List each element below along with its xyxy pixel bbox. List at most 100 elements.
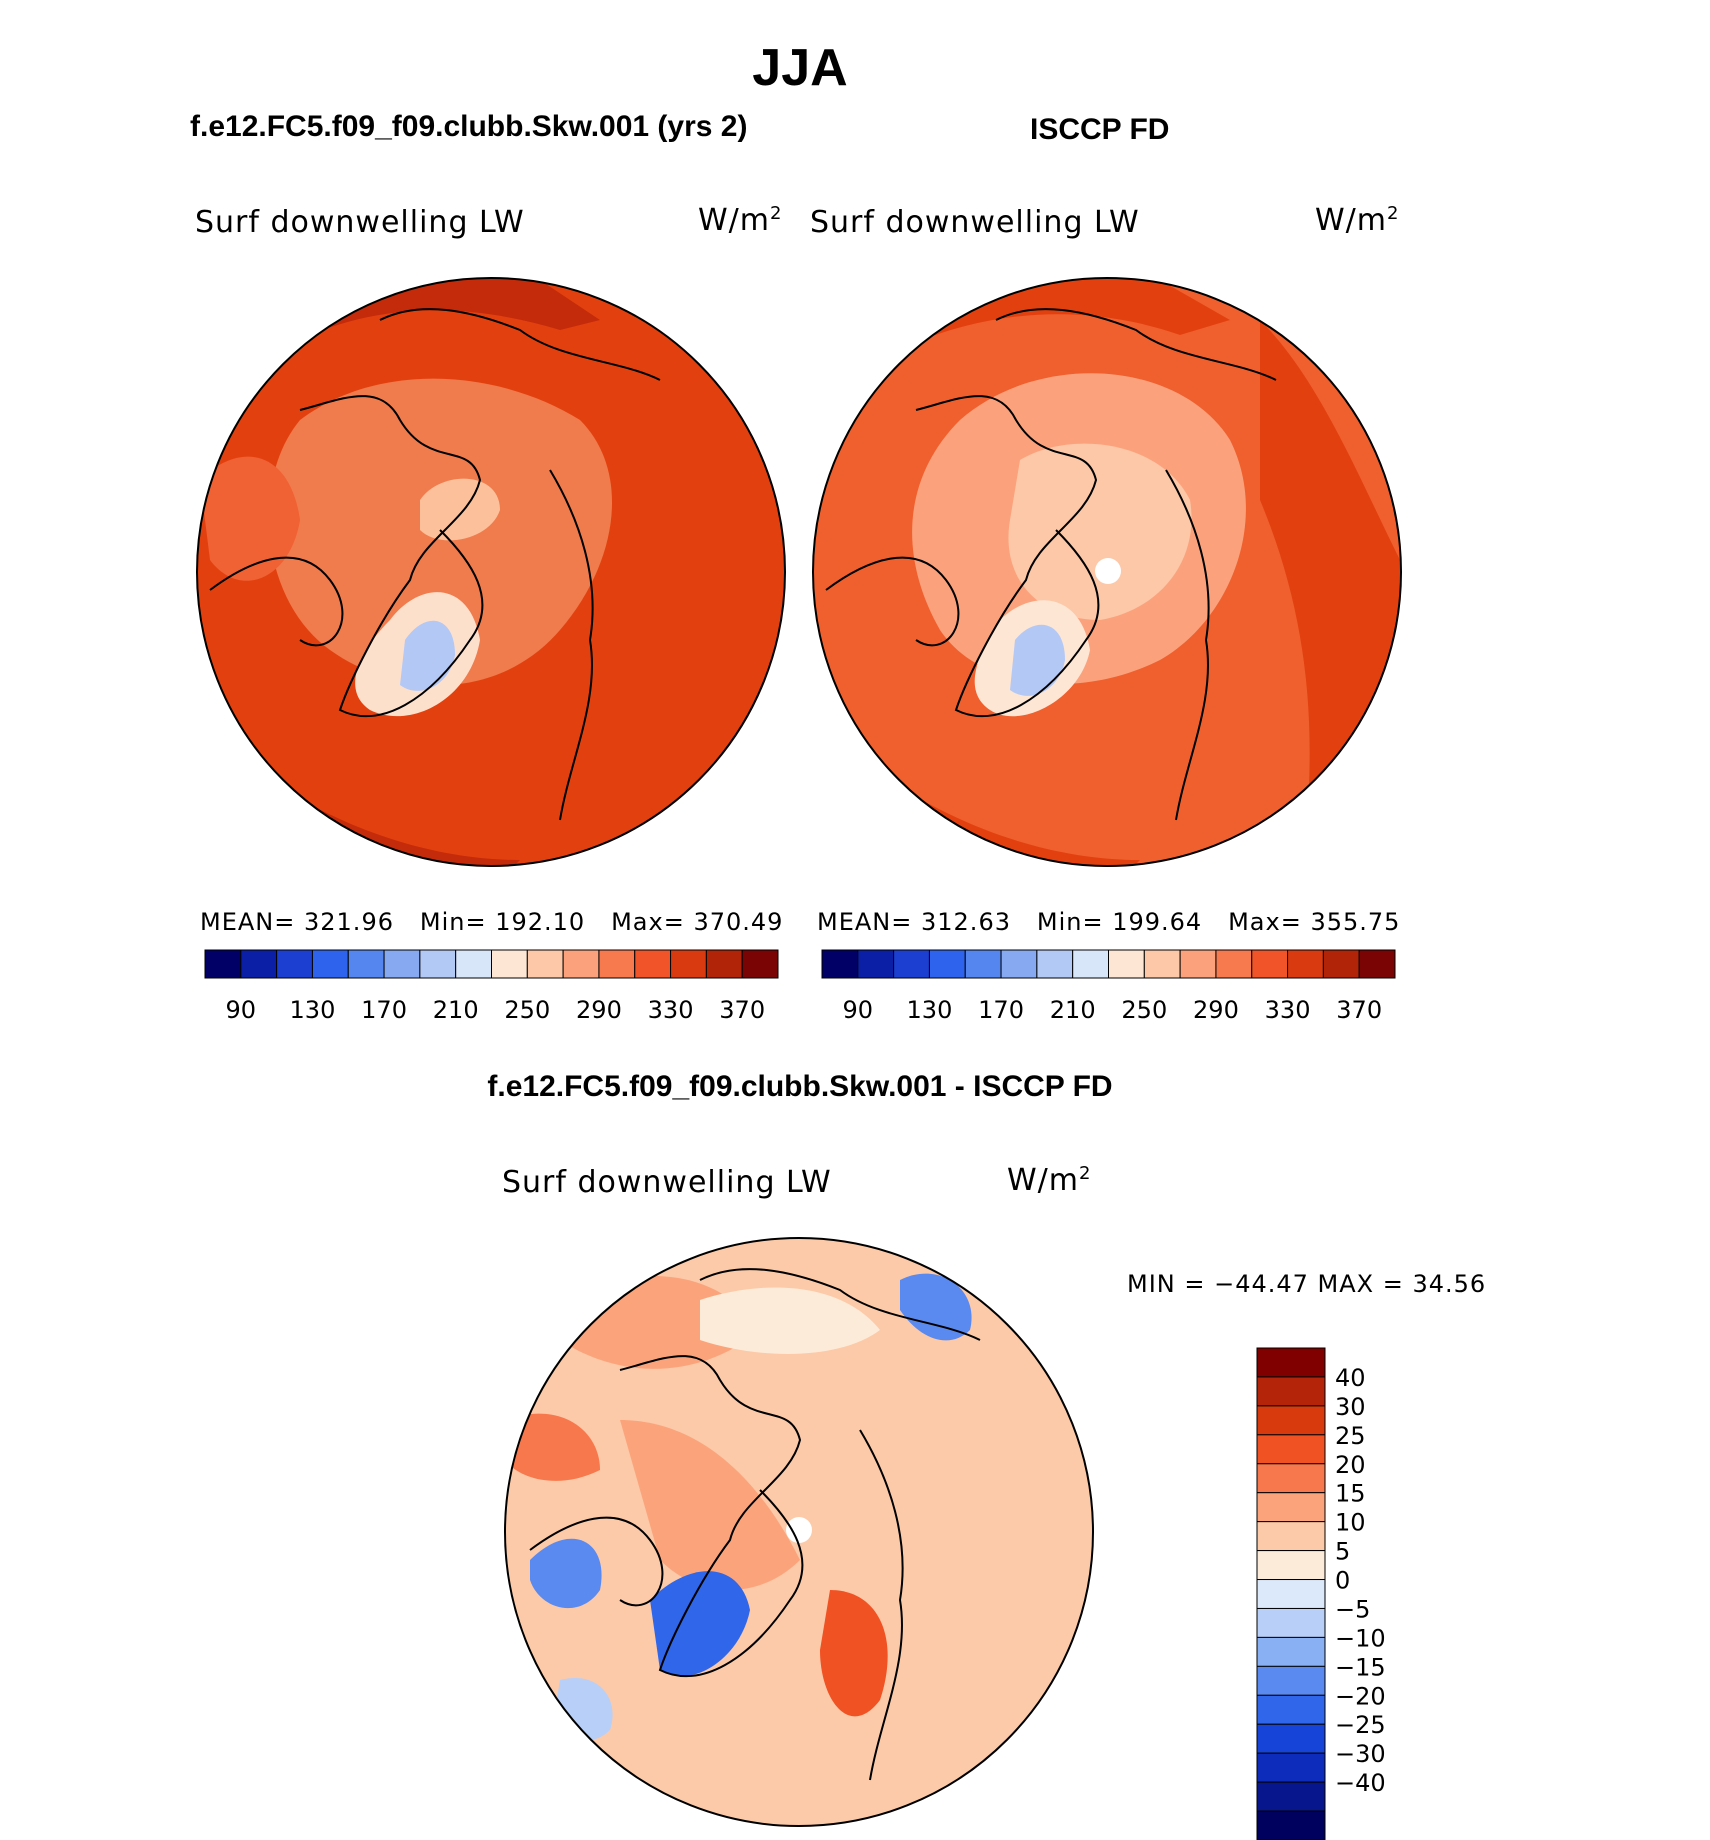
panel3-colorbar-swatch xyxy=(1256,1723,1326,1754)
panel1-variable-label: Surf downwelling LW xyxy=(195,205,525,240)
panel3-colorbar-tick-label: 30 xyxy=(1335,1393,1366,1421)
panel2-colorbar-tick-label: 90 xyxy=(843,996,874,1024)
panel1-colorbar-tick-label: 90 xyxy=(226,996,257,1024)
panel3-colorbar-swatch xyxy=(1256,1405,1326,1436)
panel3-colorbar-tick-label: −10 xyxy=(1335,1624,1386,1652)
panel3-colorbar-tick-label: −25 xyxy=(1335,1711,1386,1739)
panel2-stats: MEAN= 312.63 Min= 199.64 Max= 355.75 xyxy=(817,908,1401,936)
panel1-colorbar-swatch xyxy=(598,949,636,979)
panel1-colorbar-swatch xyxy=(311,949,349,979)
panel2-colorbar-swatch xyxy=(821,949,859,979)
panel2-colorbar-swatch xyxy=(857,949,895,979)
panel3-colorbar-swatch xyxy=(1256,1665,1326,1696)
panel3-colorbar-swatch xyxy=(1256,1579,1326,1609)
panel3-colorbar-tick-label: −40 xyxy=(1335,1769,1386,1797)
panel2-colorbar-tick-label: 290 xyxy=(1193,996,1239,1024)
panel3-colorbar-swatch xyxy=(1256,1434,1326,1465)
panel3-colorbar-swatch xyxy=(1256,1347,1326,1378)
panel1-colorbar-swatch xyxy=(634,949,672,979)
panel1-colorbar-swatch xyxy=(276,949,313,979)
panel3-colorbar-tick-label: 25 xyxy=(1335,1422,1366,1450)
panel3-colorbar-swatch xyxy=(1256,1636,1326,1667)
panel3-units: W/m2 xyxy=(1007,1163,1092,1198)
panel2-title: ISCCP FD xyxy=(1030,113,1170,146)
panel2-colorbar-swatch xyxy=(893,949,930,979)
panel2-map-border xyxy=(812,277,1402,867)
panel1-colorbar-swatch xyxy=(526,949,564,979)
panel2-colorbar-swatch xyxy=(1072,949,1109,979)
panel3-colorbar-swatch xyxy=(1256,1550,1326,1581)
panel3-colorbar-swatch xyxy=(1256,1492,1326,1523)
panel1-colorbar-tick-label: 370 xyxy=(719,996,765,1024)
panel2-colorbar-swatch xyxy=(1215,949,1253,979)
panel1-colorbar-swatch xyxy=(240,949,278,979)
panel3-colorbar-swatch xyxy=(1256,1694,1326,1725)
panel3-colorbar-swatch xyxy=(1256,1463,1326,1494)
panel3-colorbar-tick-label: 0 xyxy=(1335,1567,1350,1595)
panel3-colorbar-swatch xyxy=(1256,1810,1326,1840)
panel1-colorbar-swatch xyxy=(741,949,779,979)
panel2-colorbar: 90 130 170 210 250 290 330 370 xyxy=(821,949,1396,1024)
panel1-colorbar-swatch xyxy=(419,949,457,979)
panel1-map xyxy=(197,278,785,866)
panel3-title: f.e12.FC5.f09_f09.clubb.Skw.001 - ISCCP … xyxy=(487,1070,1113,1103)
panel1-colorbar-tick-label: 250 xyxy=(504,996,550,1024)
panel2-colorbar-swatch xyxy=(1322,949,1360,979)
panel3-pole-hole xyxy=(786,1517,812,1543)
panel1-colorbar-swatch xyxy=(204,949,242,979)
panel3-colorbar-swatch xyxy=(1256,1376,1326,1407)
panel3-colorbar-tick-label: 15 xyxy=(1335,1480,1366,1508)
panel1-colorbar-tick-label: 170 xyxy=(361,996,407,1024)
panel3-colorbar-swatch xyxy=(1256,1752,1326,1783)
panel2-colorbar-tick-label: 330 xyxy=(1265,996,1311,1024)
panel3-colorbar-tick-label: 20 xyxy=(1335,1451,1366,1479)
panel1-colorbar-swatch xyxy=(347,949,385,979)
panel1-colorbar-tick-label: 210 xyxy=(433,996,479,1024)
panel2-colorbar-swatch xyxy=(1179,949,1217,979)
panel3-colorbar-tick-label: 40 xyxy=(1335,1364,1366,1392)
panel2-colorbar-swatch xyxy=(964,949,1002,979)
panel1-map-border xyxy=(196,277,786,867)
panel1-stats: MEAN= 321.96 Min= 192.10 Max= 370.49 xyxy=(200,908,784,936)
panel1-colorbar-swatch xyxy=(705,949,743,979)
panel2-colorbar-swatch xyxy=(1358,949,1396,979)
panel2-colorbar-swatch xyxy=(1000,949,1038,979)
panel1-colorbar-tick-label: 290 xyxy=(576,996,622,1024)
panel3-colorbar-swatch xyxy=(1256,1781,1326,1812)
panel2-units: W/m2 xyxy=(1315,203,1400,238)
panel3-colorbar-swatch xyxy=(1256,1607,1326,1638)
panel2-coastlines xyxy=(825,308,1277,821)
panel1-colorbar-swatch xyxy=(670,949,707,979)
panel2-colorbar-tick-label: 170 xyxy=(978,996,1024,1024)
panel2-colorbar-tick-label: 250 xyxy=(1121,996,1167,1024)
panel2-colorbar-swatch xyxy=(1143,949,1181,979)
panel2-colorbar-swatch xyxy=(928,949,966,979)
panel3-coastlines xyxy=(529,1268,981,1781)
panel3-map-border xyxy=(504,1237,1094,1827)
panel1-colorbar-tick-label: 130 xyxy=(290,996,336,1024)
panel1-colorbar-swatch xyxy=(562,949,600,979)
panel3-variable-label: Surf downwelling LW xyxy=(502,1165,832,1200)
panel1-colorbar-tick-label: 330 xyxy=(648,996,694,1024)
panel2-colorbar-swatch xyxy=(1287,949,1324,979)
panel3-colorbar-swatch xyxy=(1256,1521,1326,1552)
panel2-colorbar-swatch xyxy=(1036,949,1074,979)
panel2-pole-hole xyxy=(1095,558,1121,584)
panel1-units: W/m2 xyxy=(698,203,783,238)
panel2-colorbar-tick-label: 370 xyxy=(1336,996,1382,1024)
panel3-colorbar-tick-label: −15 xyxy=(1335,1653,1386,1681)
panel2-colorbar-tick-label: 130 xyxy=(907,996,953,1024)
panel1-coastlines xyxy=(209,308,661,821)
panel3-colorbar-tick-label: 10 xyxy=(1335,1509,1366,1537)
panel1-colorbar-swatch xyxy=(455,949,492,979)
panel2-colorbar-swatch xyxy=(1251,949,1289,979)
panel1-colorbar-swatch xyxy=(491,949,528,979)
panel3-colorbar-tick-label: −30 xyxy=(1335,1740,1386,1768)
panel2-colorbar-tick-label: 210 xyxy=(1050,996,1096,1024)
panel2-colorbar-swatch xyxy=(1108,949,1145,979)
panel3-colorbar-tick-label: 5 xyxy=(1335,1538,1350,1566)
panel3-colorbar-tick-label: −5 xyxy=(1335,1595,1370,1623)
figure-title: JJA xyxy=(752,39,848,97)
